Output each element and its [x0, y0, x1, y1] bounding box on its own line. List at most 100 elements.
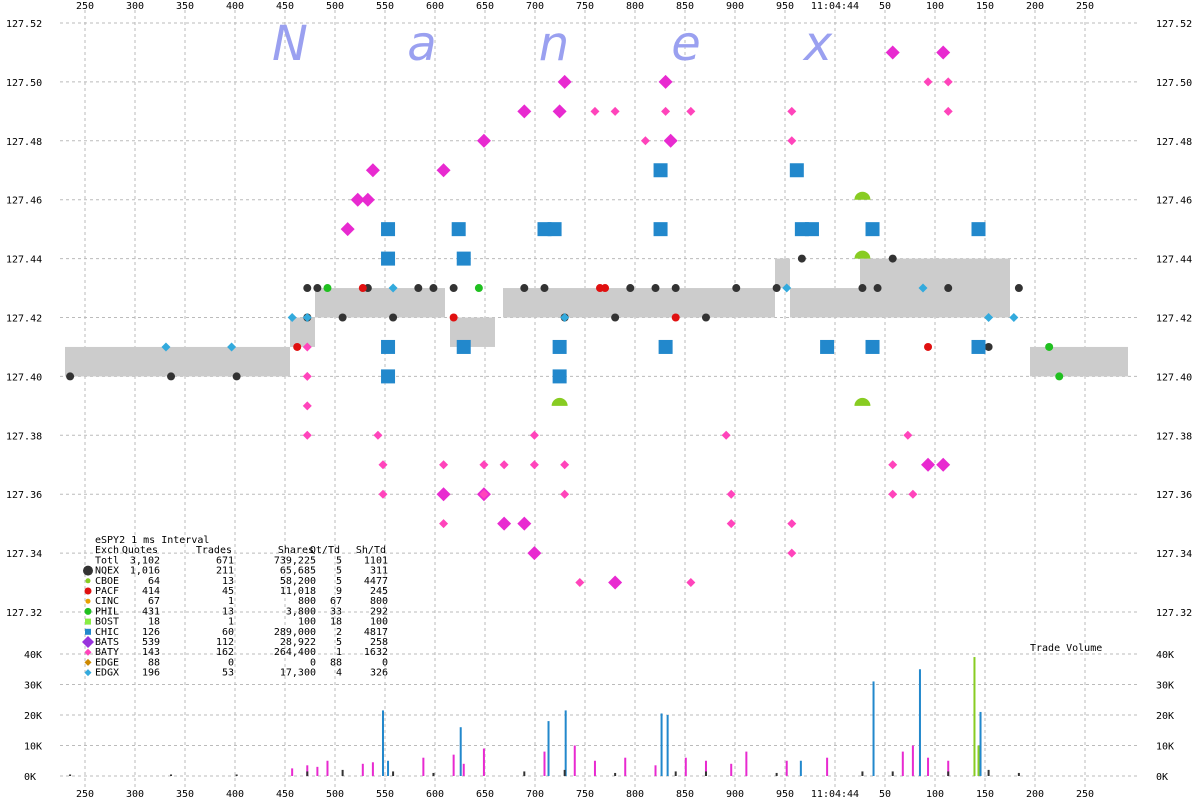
brand-letter: x [802, 16, 833, 72]
legend-marker [84, 607, 92, 615]
volume-tick-left: 10K [24, 742, 42, 753]
table-cell: 11,018 [280, 586, 316, 597]
table-cell: 4 [336, 668, 342, 679]
table-cell: 60 [222, 627, 234, 638]
table-cell: 143 [142, 647, 160, 658]
baty-point [661, 106, 671, 116]
table-column-header: Exch [95, 545, 119, 556]
nqex-volume-bar [306, 771, 309, 776]
chic-volume-bar [459, 727, 462, 776]
brand-letter: n [539, 16, 569, 72]
nqex-point [611, 313, 620, 322]
cboe-point [551, 397, 568, 406]
nqex-point [1014, 284, 1023, 293]
table-cell: 196 [142, 668, 160, 679]
nqex-volume-bar [235, 774, 238, 776]
table-cell: 45 [222, 586, 234, 597]
x-tick-bottom: 300 [126, 789, 144, 800]
table-cell: EDGX [95, 668, 119, 679]
table-cell: 13 [222, 606, 234, 617]
x-tick-bottom: 11:04:44 [811, 789, 859, 800]
table-cell: 5 [336, 637, 342, 648]
bats-point [885, 45, 900, 60]
baty-volume-bar [927, 757, 930, 776]
baty-volume-bar [947, 760, 950, 776]
table-cell: 100 [370, 617, 388, 628]
edgx-point [918, 283, 928, 293]
nqex-volume-bar [704, 771, 707, 776]
baty-volume-bar [422, 757, 425, 776]
bats-point [552, 104, 567, 119]
table-cell: 1 [228, 617, 234, 628]
volume-tick-left: 20K [24, 711, 42, 722]
price-tick-right: 127.34 [1156, 549, 1192, 560]
table-cell: 414 [142, 586, 160, 597]
baty-point [439, 460, 449, 470]
x-tick-bottom: 200 [1026, 789, 1044, 800]
phil-point [323, 284, 332, 293]
baty-point [302, 371, 312, 381]
legend-marker [85, 578, 91, 584]
price-tick-left: 127.46 [6, 196, 42, 207]
table-column-header: Sh/Td [356, 545, 386, 556]
nqex-volume-bar [341, 769, 344, 776]
bats-point [365, 163, 380, 178]
price-tick-left: 127.52 [6, 19, 42, 30]
price-tick-right: 127.52 [1156, 19, 1192, 30]
nqex-point [338, 313, 347, 322]
table-cell: CHIC [95, 627, 119, 638]
legend-marker [84, 658, 92, 666]
volume-tick-left: 0K [24, 772, 36, 783]
nqex-point [414, 284, 423, 293]
table-cell: BATY [95, 647, 119, 658]
baty-point [721, 430, 731, 440]
baty-point [787, 106, 797, 116]
table-cell: 13 [222, 576, 234, 587]
volume-tick-right: 10K [1156, 742, 1174, 753]
price-tick-right: 127.48 [1156, 137, 1192, 148]
baty-point [726, 519, 736, 529]
price-tick-right: 127.40 [1156, 372, 1192, 383]
bats-point [340, 222, 355, 237]
x-tick-top: 650 [476, 1, 494, 12]
baty-volume-bar [543, 751, 546, 776]
table-cell: 671 [216, 555, 234, 566]
table-cell: 539 [142, 637, 160, 648]
pacf-point [293, 342, 302, 351]
edgx-point [302, 313, 312, 322]
baty-point [479, 460, 489, 470]
edgx-point [984, 313, 994, 322]
chic-volume-bar [381, 710, 384, 776]
edgx-point [161, 342, 171, 352]
nqex-point [797, 254, 806, 263]
x-tick-top: 850 [676, 1, 694, 12]
cboe-point [854, 191, 871, 200]
table-cell: 1,016 [130, 566, 160, 577]
quote-band [503, 288, 775, 318]
bats-point [921, 457, 936, 472]
pacf-point [449, 313, 458, 322]
bats-point [527, 546, 542, 561]
table-cell: 28,922 [280, 637, 316, 648]
nqex-point [449, 284, 458, 293]
table-cell: 0 [382, 657, 388, 668]
chic-volume-bar [564, 710, 567, 776]
table-cell: 3,800 [286, 606, 316, 617]
table-cell: 17,300 [280, 668, 316, 679]
x-tick-top: 350 [176, 1, 194, 12]
table-column-header: Quotes [122, 545, 158, 556]
legend-marker [85, 598, 91, 604]
price-tick-left: 127.50 [6, 78, 42, 89]
table-cell: 739,225 [274, 555, 316, 566]
nqex-point [888, 254, 897, 263]
x-tick-bottom: 850 [676, 789, 694, 800]
nqex-point [520, 284, 529, 293]
baty-point [529, 430, 539, 440]
table-cell: 4817 [364, 627, 388, 638]
baty-volume-bar [462, 763, 465, 776]
baty-point [378, 460, 388, 470]
nqex-point [232, 372, 241, 381]
baty-point [640, 136, 650, 146]
table-cell: 292 [370, 606, 388, 617]
price-tick-left: 127.36 [6, 490, 42, 501]
